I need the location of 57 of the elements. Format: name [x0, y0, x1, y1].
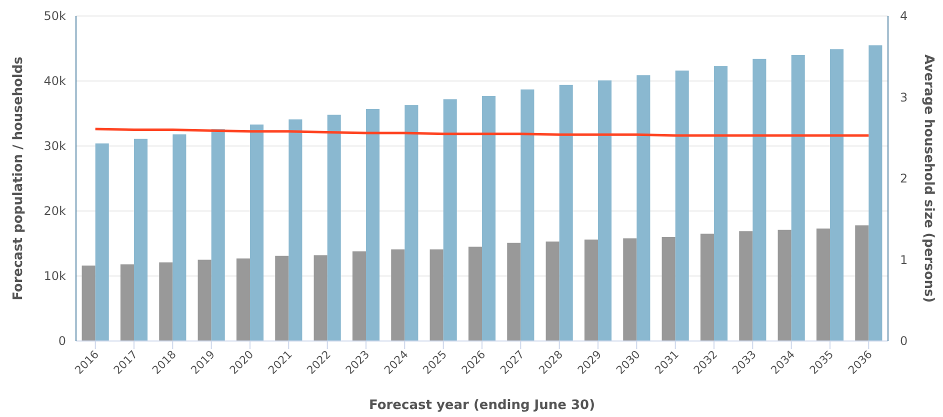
bar [327, 114, 341, 341]
bar [159, 262, 173, 341]
bar [675, 70, 689, 341]
bar [250, 124, 264, 341]
bar [134, 138, 148, 341]
y2-tick-label: 0 [900, 334, 908, 348]
bar [752, 58, 766, 341]
bar [120, 264, 134, 341]
y2-tick-label: 3 [900, 90, 908, 104]
y-tick-label: 20k [44, 204, 66, 218]
bar [559, 84, 573, 341]
y-tick-label: 10k [44, 269, 66, 284]
bar [855, 225, 869, 341]
bar [636, 75, 650, 341]
bar [662, 237, 676, 341]
bar [352, 251, 366, 341]
bar [366, 108, 380, 341]
bar [778, 230, 792, 341]
bar [172, 134, 186, 341]
bar [314, 255, 328, 341]
bar [236, 258, 250, 341]
bar [198, 260, 212, 341]
bar [598, 80, 612, 341]
y2-axis-title: Average household size (persons) [921, 54, 936, 303]
bar [482, 96, 496, 341]
y-tick-label: 40k [44, 74, 66, 88]
bar [714, 66, 728, 341]
bar [430, 249, 444, 341]
bar [468, 246, 482, 341]
bar [700, 234, 714, 341]
bar [584, 240, 598, 341]
bar [288, 119, 302, 341]
bar [623, 238, 637, 341]
bar [546, 242, 560, 341]
bar [82, 266, 96, 341]
bar [830, 49, 844, 341]
bar [868, 45, 882, 341]
bar [791, 55, 805, 341]
bar [391, 249, 405, 341]
y2-tick-label: 1 [900, 252, 908, 267]
bar [507, 242, 521, 341]
y-tick-label: 30k [44, 139, 66, 154]
y-axis-title: Forecast population / households [11, 56, 26, 300]
bar [404, 105, 418, 341]
y-tick-label: 50k [44, 9, 66, 24]
bar [211, 129, 225, 341]
y-tick-label: 0 [58, 334, 66, 348]
bar [443, 99, 457, 341]
line-series [94, 128, 870, 137]
y2-tick-label: 4 [900, 9, 908, 24]
bar [520, 89, 534, 341]
bar [816, 228, 830, 341]
bar [95, 143, 109, 341]
bar [275, 256, 289, 341]
y2-tick-label: 2 [900, 172, 908, 186]
x-axis-title: Forecast year (ending June 30) [368, 398, 596, 413]
bar [739, 231, 753, 341]
